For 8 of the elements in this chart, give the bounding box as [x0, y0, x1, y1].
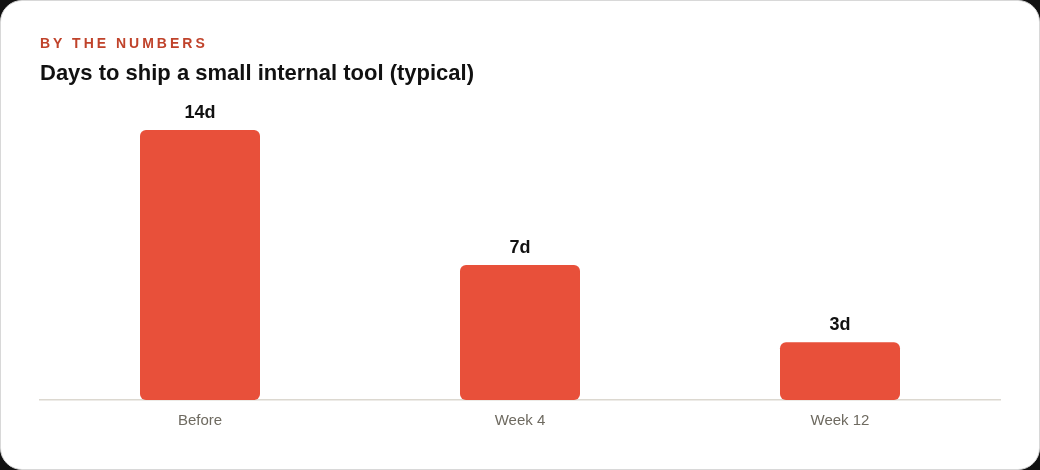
x-tick-label: Before [177, 411, 223, 429]
chart-subtitle: BY THE NUMBERS [40, 35, 208, 51]
x-tick-label: Week 4 [494, 411, 546, 429]
chart-title: Days to ship a small internal tool (typical) [40, 60, 474, 85]
data-label: 7d [509, 237, 531, 257]
data-label: 3d [829, 314, 851, 335]
data-label: 14d [184, 102, 216, 122]
x-tick-label: Week 12 [810, 411, 870, 429]
